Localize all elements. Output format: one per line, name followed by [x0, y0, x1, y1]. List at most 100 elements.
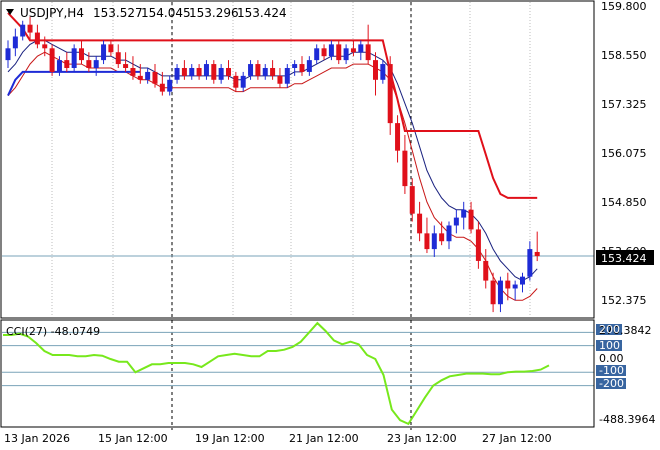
candle-body — [306, 60, 312, 72]
candle-body — [270, 67, 276, 76]
cci-axis-highlight — [596, 365, 626, 376]
time-axis[interactable]: 13 Jan 2026 15 Jan 12:00 19 Jan 12:00 21… — [4, 432, 552, 445]
cci-tick-label: 270.3842 — [599, 324, 652, 337]
cci-axis-highlight — [596, 378, 626, 389]
candle-body — [115, 52, 121, 65]
candle-body — [446, 225, 452, 242]
current-price-label: 153.424 — [601, 252, 647, 265]
candle-body — [343, 48, 349, 61]
time-tick-label: 15 Jan 12:00 — [98, 432, 168, 445]
cci-tick-label: 200 — [599, 323, 620, 336]
price-axis[interactable]: 159.800 158.550 157.325 156.075 154.850 … — [596, 0, 654, 307]
candle-body — [350, 48, 356, 53]
candle-body — [240, 75, 246, 88]
price-tick-label: 156.075 — [601, 147, 647, 160]
candle-body — [159, 83, 165, 92]
candle-body — [358, 44, 364, 53]
candle-body — [130, 67, 136, 76]
candle-body — [123, 64, 129, 68]
candle-body — [196, 67, 202, 76]
ohlc-high: 154.045 — [141, 6, 191, 20]
cci-tick-label: -200 — [599, 377, 624, 390]
time-tick-label: 21 Jan 12:00 — [289, 432, 359, 445]
candle-body — [439, 233, 445, 242]
candle-body — [167, 79, 173, 92]
time-tick-label: 27 Jan 12:00 — [482, 432, 552, 445]
candle-body — [424, 233, 430, 250]
cci-pane-frame — [0, 319, 595, 428]
candle-body — [101, 44, 107, 61]
time-tick-label: 13 Jan 2026 — [4, 432, 70, 445]
candle-body — [387, 64, 393, 124]
candle-body — [365, 44, 371, 61]
candle-body — [181, 67, 187, 76]
candle-body — [203, 64, 209, 76]
candle-body — [233, 75, 239, 88]
candle-body — [321, 48, 327, 57]
candle-body — [42, 44, 48, 49]
cci-indicator-label: CCI(27) -48.0749 — [6, 325, 100, 338]
candle-body — [248, 64, 254, 76]
cci-line — [3, 321, 550, 426]
cci-axis[interactable]: 270.3842 200 100 0.00 -100 -200 -488.396… — [596, 323, 655, 426]
candle-body — [461, 209, 467, 218]
price-pane-frame — [0, 0, 595, 319]
ohlc-open: 153.527 — [93, 6, 143, 20]
candle-body — [226, 67, 231, 76]
candle-body — [314, 48, 320, 61]
candle-body — [152, 71, 158, 84]
candle-body — [520, 276, 525, 285]
price-tick-label: 159.800 — [601, 0, 647, 13]
candle-body — [336, 44, 342, 61]
symbol-timeframe-label: USDJPY,H4 — [20, 6, 84, 20]
chart-grid — [2, 2, 594, 430]
candle-body — [534, 251, 540, 257]
price-pane[interactable] — [5, 12, 540, 313]
cci-tick-label: 100 — [599, 339, 620, 352]
candle-body — [417, 213, 423, 234]
candle-body — [93, 60, 99, 68]
candle-body — [277, 75, 283, 84]
candle-body — [137, 75, 143, 80]
candle-body — [189, 67, 195, 76]
candle-body — [475, 229, 481, 261]
candle-body — [12, 36, 18, 49]
triangle-down-icon[interactable] — [6, 9, 14, 15]
cci-tick-label: -100 — [599, 364, 624, 377]
candle-body — [145, 71, 151, 80]
candle-body — [395, 123, 401, 151]
ohlc-close: 153.424 — [237, 6, 287, 20]
candle-body — [34, 32, 40, 45]
price-tick-label: 154.850 — [601, 196, 647, 209]
candle-body — [497, 280, 503, 305]
candle-body — [483, 260, 489, 281]
candle-body — [64, 60, 70, 68]
candle-body — [86, 60, 92, 68]
candle-body — [71, 48, 77, 68]
candle-body — [20, 24, 26, 37]
ohlc-low: 153.296 — [189, 6, 239, 20]
candle-body — [468, 209, 474, 230]
candle-body — [409, 186, 415, 214]
candle-body — [284, 67, 290, 84]
candle-body — [373, 60, 378, 80]
candle-body — [5, 48, 11, 61]
candle-body — [299, 64, 305, 72]
candle-body — [490, 280, 496, 305]
candle-body — [262, 67, 268, 76]
candle-body — [328, 44, 334, 57]
candle-body — [211, 64, 217, 80]
cci-pane[interactable] — [2, 321, 594, 426]
candle-body — [292, 64, 298, 68]
candle-body — [56, 60, 62, 72]
trailing-stop-line-red — [7, 12, 538, 199]
candle-body — [512, 284, 518, 289]
price-tick-label: 158.550 — [601, 49, 647, 62]
candle-body — [453, 217, 459, 226]
candle-body — [380, 64, 386, 80]
time-tick-label: 23 Jan 12:00 — [387, 432, 457, 445]
candle-body — [27, 24, 33, 33]
candle-body — [49, 48, 55, 72]
